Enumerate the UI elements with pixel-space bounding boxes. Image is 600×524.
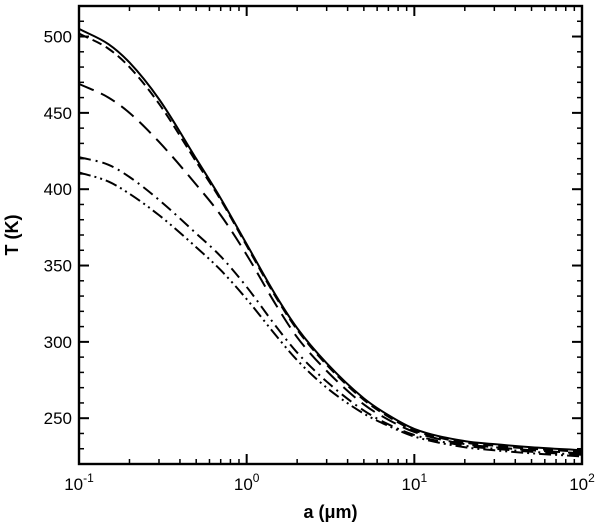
x-tick-label: 100 <box>234 471 260 494</box>
y-tick-label: 250 <box>44 409 72 428</box>
x-tick-label: 101 <box>402 471 428 494</box>
x-axis-title: a (μm) <box>303 502 357 522</box>
plot-frame <box>77 4 584 466</box>
y-tick-label: 400 <box>44 180 72 199</box>
y-tick-label: 350 <box>44 257 72 276</box>
y-tick-label: 450 <box>44 104 72 123</box>
series-line-2 <box>78 32 583 453</box>
series-layer <box>78 28 583 458</box>
series-line-4 <box>78 156 583 456</box>
y-tick-label: 500 <box>44 28 72 47</box>
y-tick-label: 300 <box>44 333 72 352</box>
minor-ticks <box>79 6 582 464</box>
y-tick-labels: 250 300 350 400 450 500 <box>44 28 72 429</box>
y-axis-title: T (K) <box>2 215 22 256</box>
x-tick-label: 102 <box>569 471 595 494</box>
series-line-5 <box>78 171 583 458</box>
x-tick-labels: 10-1 100 101 102 <box>64 471 595 494</box>
major-ticks <box>78 6 583 464</box>
x-tick-label: 10-1 <box>64 471 94 494</box>
series-line-3 <box>78 82 583 455</box>
series-line-1 <box>78 28 583 452</box>
